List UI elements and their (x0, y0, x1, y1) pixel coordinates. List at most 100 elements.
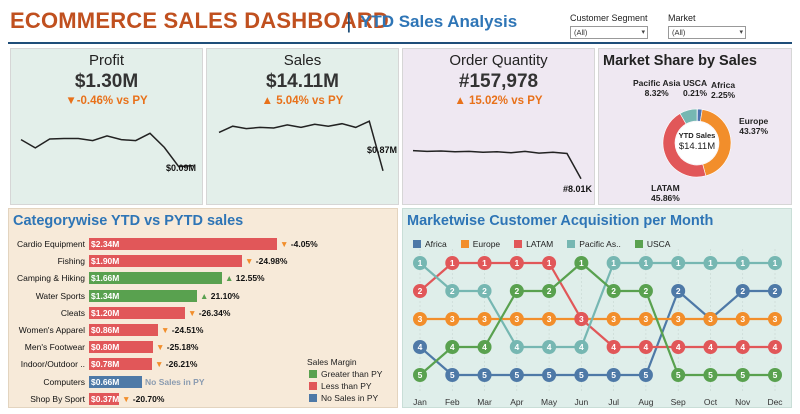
rank-marker[interactable] (477, 340, 492, 354)
rank-marker[interactable] (509, 284, 524, 298)
rank-marker[interactable] (768, 368, 782, 382)
rank-marker[interactable] (735, 340, 750, 354)
rank-marker[interactable] (574, 256, 589, 270)
category-row[interactable]: Women's Apparel $0.86M ▼ -24.51% (9, 324, 399, 338)
chevron-down-icon: ▾ (739, 29, 743, 36)
rank-marker[interactable] (477, 312, 492, 326)
rank-marker[interactable] (509, 368, 524, 382)
legend-item[interactable]: USCA (634, 239, 670, 249)
rank-marker[interactable] (574, 368, 589, 382)
rank-marker[interactable] (477, 256, 492, 270)
rank-marker[interactable] (445, 284, 460, 298)
rank-marker[interactable] (671, 340, 686, 354)
category-delta-value: -24.98% (255, 256, 288, 267)
legend-item[interactable]: Pacific As.. (567, 239, 621, 249)
rank-marker[interactable] (768, 256, 782, 270)
rank-marker[interactable] (606, 284, 621, 298)
rank-marker[interactable] (671, 368, 686, 382)
rank-marker[interactable] (671, 256, 686, 270)
category-bar[interactable]: $2.34M (89, 238, 277, 250)
rank-marker[interactable] (735, 368, 750, 382)
rank-marker[interactable] (445, 340, 460, 354)
legend-label: Europe (472, 239, 501, 249)
rank-marker[interactable] (413, 340, 427, 354)
category-label: Camping & Hiking (16, 273, 85, 284)
rank-marker[interactable] (735, 312, 750, 326)
market-dropdown[interactable]: (All) ▾ (668, 26, 746, 39)
category-row[interactable]: Cleats $1.20M ▼ -26.34% (9, 306, 399, 321)
rank-marker[interactable] (735, 256, 750, 270)
rank-marker[interactable] (703, 340, 718, 354)
category-bar[interactable]: $1.90M (89, 255, 242, 268)
rank-marker[interactable] (542, 368, 557, 382)
rank-marker[interactable] (703, 312, 718, 326)
rank-marker[interactable] (703, 368, 718, 382)
legend-item[interactable]: Africa (413, 239, 447, 249)
rank-marker[interactable] (703, 256, 718, 270)
category-bar[interactable]: $0.80M (89, 341, 153, 354)
category-delta: ▼ -20.70% (122, 394, 164, 404)
category-row[interactable]: Camping & Hiking $1.66M ▲ 12.55% (9, 272, 399, 286)
customer-segment-dropdown[interactable]: (All) ▾ (570, 26, 648, 39)
rank-marker[interactable] (413, 256, 427, 270)
rank-marker[interactable] (606, 312, 621, 326)
category-bar[interactable]: $1.66M (89, 272, 222, 285)
rank-marker[interactable] (606, 256, 621, 270)
rank-marker[interactable] (638, 284, 653, 298)
rank-marker[interactable] (509, 340, 524, 354)
legend-item[interactable]: LATAM (514, 239, 553, 249)
donut-slice-pacific-asia[interactable] (679, 108, 698, 125)
rank-marker[interactable] (413, 284, 427, 298)
rank-marker[interactable] (445, 312, 460, 326)
rank-marker[interactable] (445, 256, 460, 270)
rank-label: 5 (644, 370, 649, 380)
category-label: Cleats (60, 307, 85, 318)
legend-item[interactable]: Europe (460, 239, 501, 249)
rank-marker[interactable] (413, 368, 427, 382)
category-delta: ▼ -24.51% (161, 325, 203, 335)
category-row[interactable]: Cardio Equipment $2.34M ▼ -4.05% (9, 238, 399, 252)
category-bar[interactable]: $0.86M (89, 324, 158, 336)
category-row[interactable]: Indoor/Outdoor .. $0.78M ▼ -26.21% (9, 358, 399, 372)
rank-marker[interactable] (768, 284, 782, 298)
rank-marker[interactable] (606, 340, 621, 354)
category-bar[interactable]: $0.78M (89, 358, 152, 371)
rank-marker[interactable] (574, 312, 589, 326)
rank-label: 3 (676, 314, 681, 324)
category-bar[interactable]: $1.20M (89, 306, 185, 319)
category-bar[interactable]: $0.37M (89, 392, 120, 405)
rank-marker[interactable] (445, 368, 460, 382)
rank-marker[interactable] (477, 284, 492, 298)
rank-label: 1 (644, 258, 649, 268)
rank-marker[interactable] (768, 340, 782, 354)
category-delta: ▼ -24.98% (245, 256, 287, 266)
rank-label: 5 (773, 370, 778, 380)
rank-marker[interactable] (574, 340, 589, 354)
rank-label: 1 (773, 258, 778, 268)
category-row[interactable]: Fishing $1.90M ▼ -24.98% (9, 255, 399, 269)
rank-marker[interactable] (606, 368, 621, 382)
category-bar[interactable]: $0.66M (89, 375, 142, 388)
rank-marker[interactable] (509, 256, 524, 270)
category-bar[interactable]: $1.34M (89, 289, 197, 302)
rank-marker[interactable] (542, 256, 557, 270)
rank-marker[interactable] (542, 340, 557, 354)
category-row[interactable]: Men's Footwear $0.80M ▼ -25.18% (9, 341, 399, 355)
category-row[interactable]: Water Sports $1.34M ▲ 21.10% (9, 289, 399, 304)
rank-marker[interactable] (768, 312, 782, 326)
rank-marker[interactable] (671, 284, 686, 298)
rank-marker[interactable] (671, 312, 686, 326)
rank-marker[interactable] (638, 368, 653, 382)
rank-marker[interactable] (542, 312, 557, 326)
rank-marker[interactable] (477, 368, 492, 382)
rank-marker[interactable] (509, 312, 524, 326)
rank-marker[interactable] (735, 284, 750, 298)
rank-marker[interactable] (638, 312, 653, 326)
category-row[interactable]: Computers $0.66M No Sales in PY (9, 375, 399, 390)
rank-marker[interactable] (413, 312, 427, 326)
legend-swatch (567, 240, 576, 248)
category-row[interactable]: Shop By Sport $0.37M ▼ -20.70% (9, 392, 399, 407)
rank-marker[interactable] (638, 340, 653, 354)
rank-marker[interactable] (638, 256, 653, 270)
rank-marker[interactable] (542, 284, 557, 298)
